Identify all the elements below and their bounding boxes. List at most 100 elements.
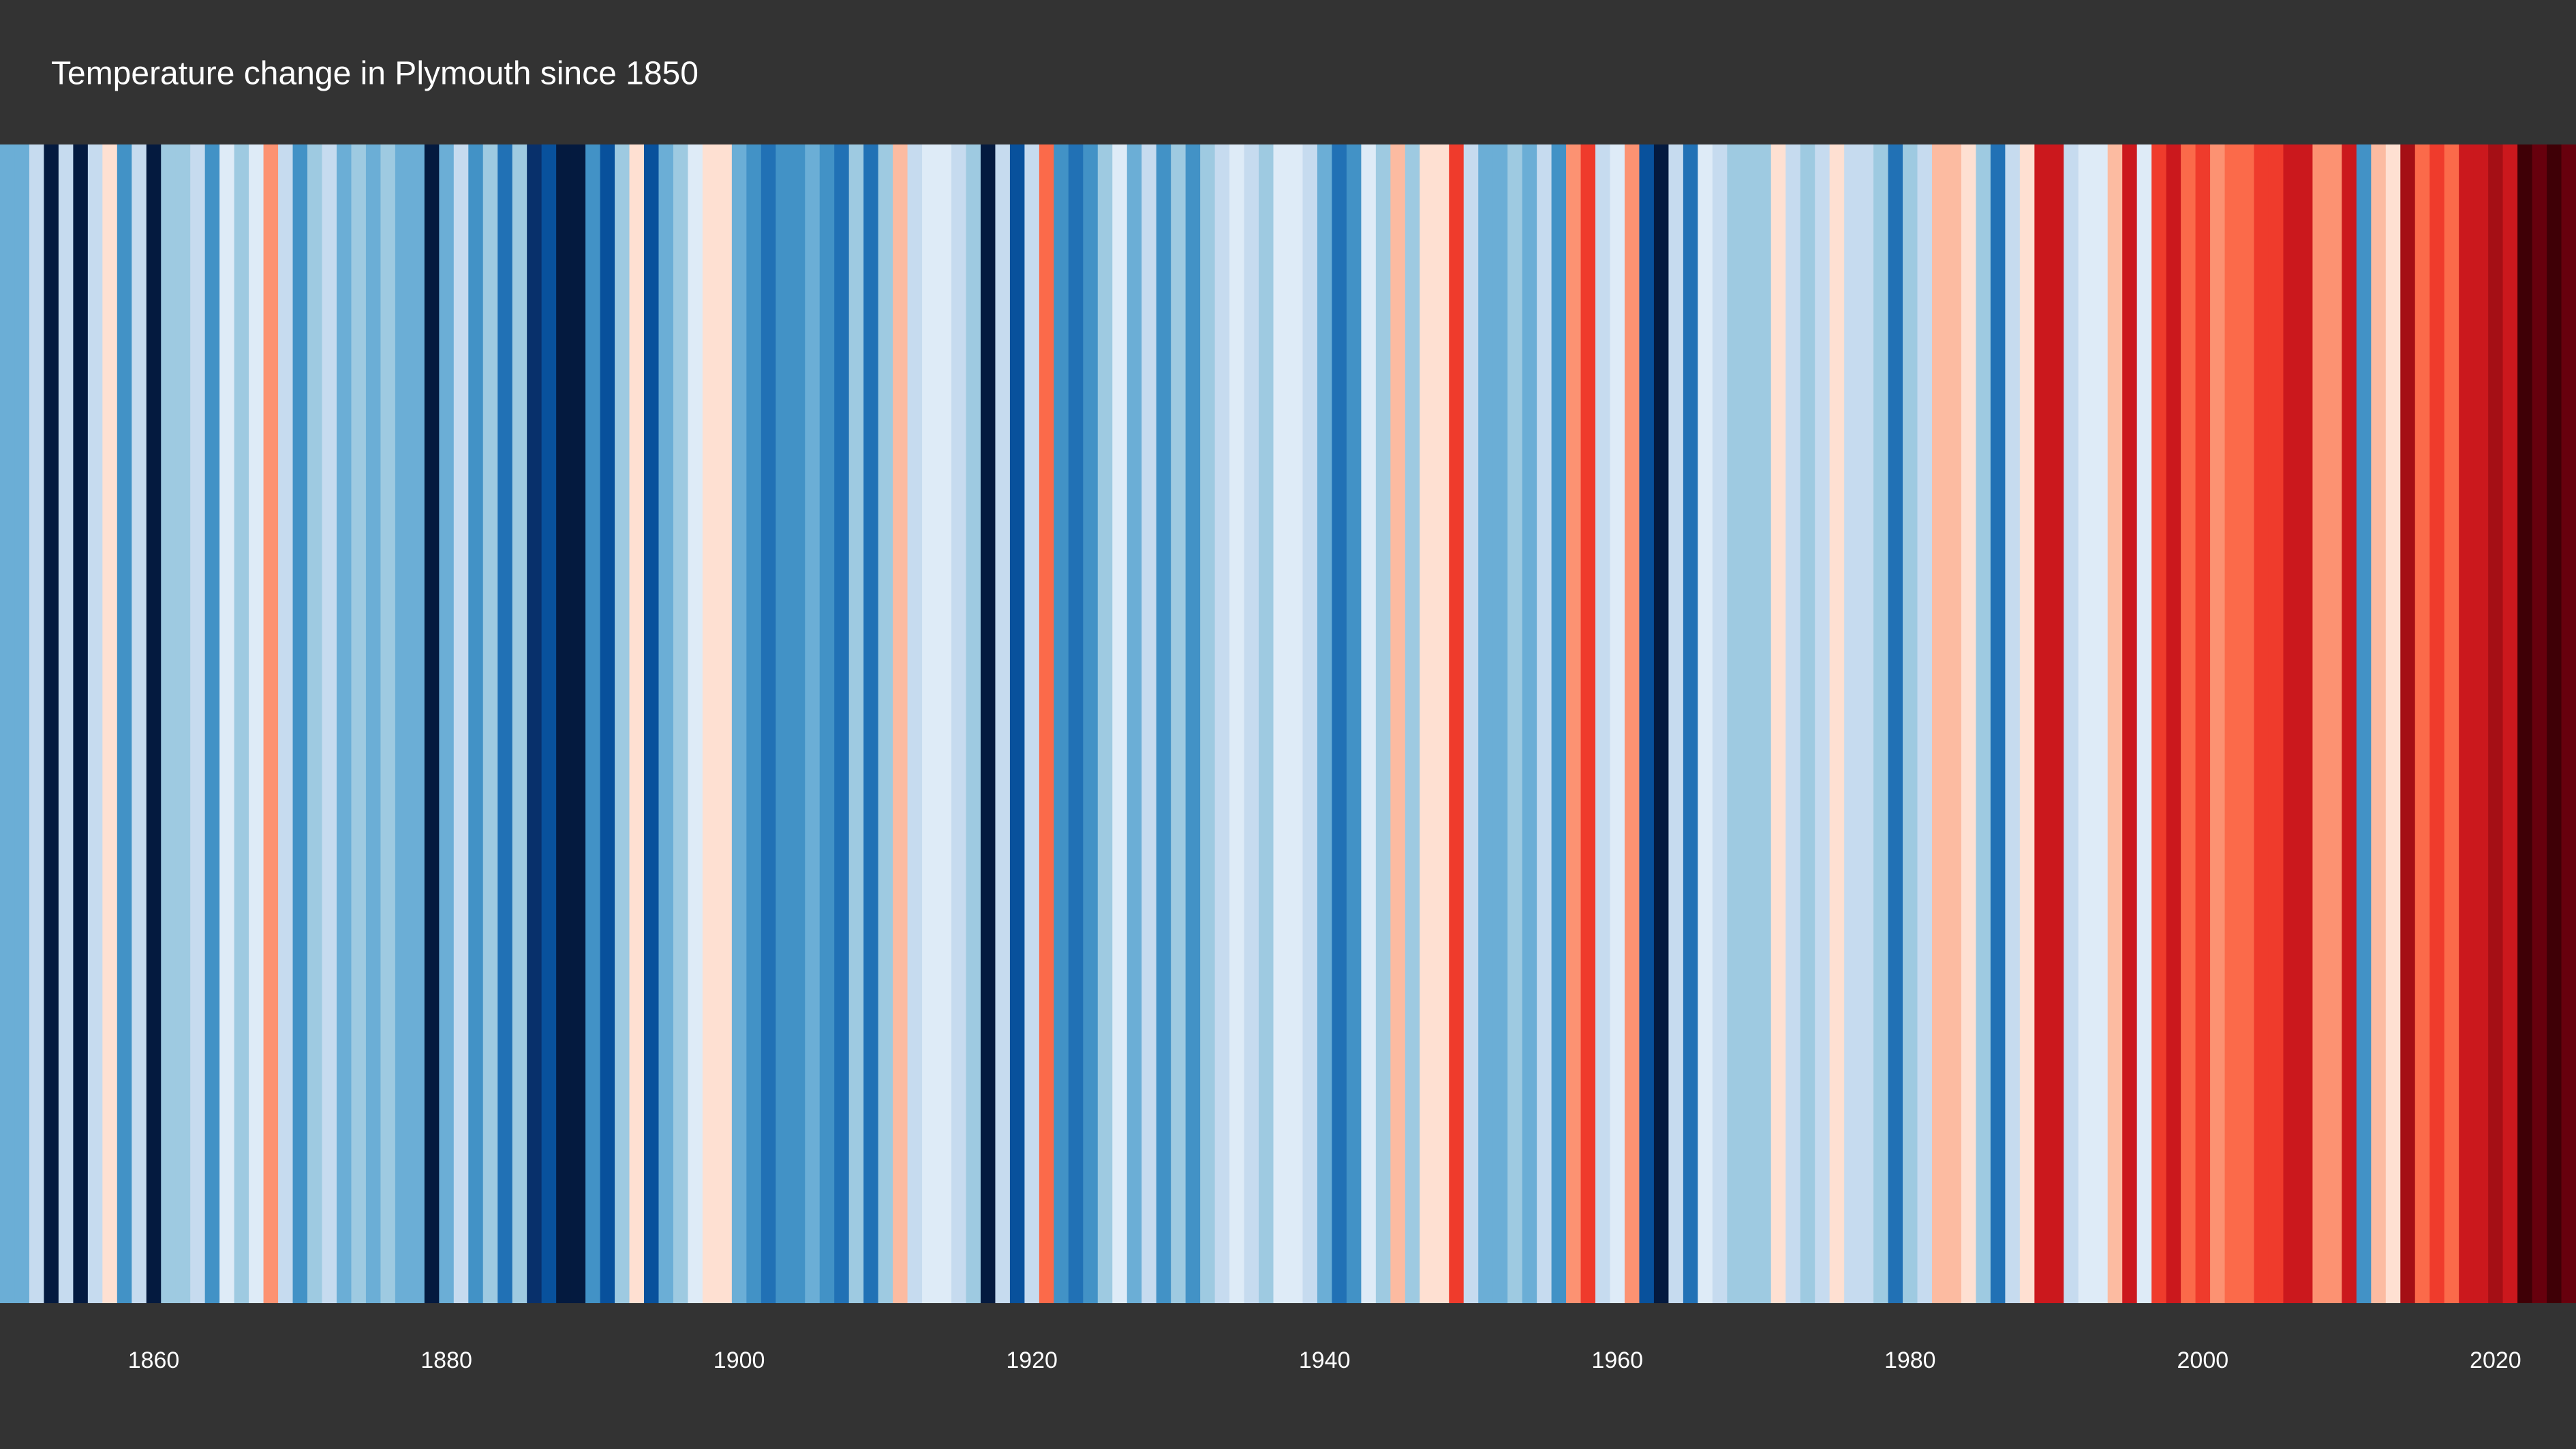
x-tick-label: 1940 <box>1299 1347 1351 1373</box>
x-tick-label: 2000 <box>2177 1347 2229 1373</box>
stripe <box>1171 144 1186 1303</box>
stripe <box>805 144 821 1303</box>
stripe <box>995 144 1011 1303</box>
stripe <box>1595 144 1611 1303</box>
x-tick-label: 1860 <box>128 1347 180 1373</box>
stripe <box>951 144 967 1303</box>
stripe <box>395 144 410 1303</box>
stripe <box>1932 144 1948 1303</box>
stripe <box>1141 144 1157 1303</box>
stripe <box>29 144 45 1303</box>
stripe <box>1844 144 1860 1303</box>
stripe <box>658 144 674 1303</box>
stripe <box>1976 144 1991 1303</box>
stripe <box>58 144 74 1303</box>
stripe <box>2064 144 2079 1303</box>
stripe <box>922 144 938 1303</box>
stripe <box>2547 144 2562 1303</box>
stripe <box>2268 144 2284 1303</box>
stripe <box>834 144 850 1303</box>
stripe <box>1126 144 1142 1303</box>
stripe <box>2122 144 2138 1303</box>
stripe <box>439 144 455 1303</box>
stripe <box>44 144 59 1303</box>
stripe <box>87 144 103 1303</box>
stripe <box>1800 144 1815 1303</box>
stripe <box>2166 144 2181 1303</box>
stripe <box>1420 144 1435 1303</box>
stripe <box>1858 144 1874 1303</box>
stripe <box>234 144 249 1303</box>
stripe <box>336 144 352 1303</box>
stripe <box>1712 144 1728 1303</box>
stripe <box>146 144 162 1303</box>
stripe <box>132 144 147 1303</box>
stripe <box>468 144 484 1303</box>
stripe <box>1537 144 1552 1303</box>
stripe <box>73 144 89 1303</box>
stripe <box>541 144 557 1303</box>
stripe <box>746 144 762 1303</box>
stripe <box>2181 144 2196 1303</box>
stripe <box>2312 144 2328 1303</box>
stripe <box>1653 144 1670 1303</box>
x-tick-label: 1960 <box>1591 1347 1643 1373</box>
stripe <box>2297 144 2314 1303</box>
stripe <box>2210 144 2226 1303</box>
stripe <box>2107 144 2123 1303</box>
chart-title: Temperature change in Plymouth since 185… <box>51 56 699 92</box>
stripe <box>1478 144 1494 1303</box>
stripe <box>2444 144 2459 1303</box>
stripe <box>263 144 279 1303</box>
stripe <box>1946 144 1962 1303</box>
stripe <box>424 144 440 1303</box>
stripe <box>1522 144 1537 1303</box>
stripe <box>2517 144 2533 1303</box>
stripe <box>2429 144 2445 1303</box>
stripe <box>556 144 572 1303</box>
stripe <box>673 144 689 1303</box>
stripe <box>1668 144 1684 1303</box>
stripe <box>1259 144 1274 1303</box>
stripe <box>1770 144 1786 1303</box>
stripe <box>1200 144 1216 1303</box>
stripe <box>1961 144 1977 1303</box>
stripe <box>878 144 893 1303</box>
stripe <box>1009 144 1026 1303</box>
stripe <box>2356 144 2372 1303</box>
stripe <box>702 144 718 1303</box>
stripe <box>1903 144 1918 1303</box>
stripe <box>497 144 513 1303</box>
stripe <box>2327 144 2342 1303</box>
stripe <box>1829 144 1845 1303</box>
stripe <box>1083 144 1099 1303</box>
stripe <box>1492 144 1508 1303</box>
stripe <box>1610 144 1625 1303</box>
stripe <box>1039 144 1054 1303</box>
stripe <box>2371 144 2387 1303</box>
stripe <box>644 144 660 1303</box>
stripe <box>1683 144 1698 1303</box>
stripe <box>249 144 264 1303</box>
stripe <box>1244 144 1259 1303</box>
stripe <box>688 144 703 1303</box>
stripe <box>2400 144 2416 1303</box>
stripe <box>2561 144 2576 1303</box>
stripe <box>629 144 645 1303</box>
stripe <box>570 144 586 1303</box>
stripe <box>2005 144 2021 1303</box>
stripe <box>2049 144 2064 1303</box>
stripe <box>117 144 132 1303</box>
stripe <box>1566 144 1582 1303</box>
stripe <box>1229 144 1245 1303</box>
stripe <box>1405 144 1420 1303</box>
x-tick-label: 1880 <box>420 1347 472 1373</box>
stripe <box>1288 144 1304 1303</box>
stripe <box>1449 144 1465 1303</box>
stripe <box>1156 144 1171 1303</box>
stripe <box>731 144 747 1303</box>
stripe <box>453 144 469 1303</box>
stripe <box>1551 144 1567 1303</box>
stripe <box>410 144 425 1303</box>
